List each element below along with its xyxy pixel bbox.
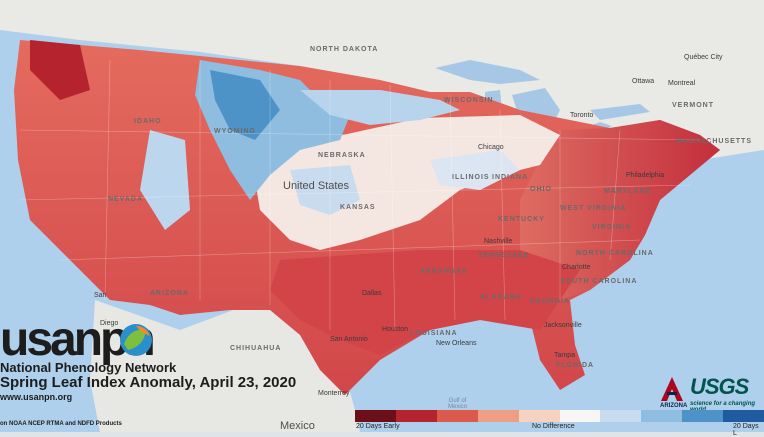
label-idaho: IDAHO (134, 118, 162, 125)
label-san-antonio: San Antonio (330, 336, 368, 343)
label-alabama: ALABAMA (480, 294, 523, 301)
legend-swatch (682, 410, 724, 422)
legend-swatch (436, 410, 478, 422)
montana-late (210, 70, 280, 140)
label-nevada: NEVADA (108, 196, 144, 203)
label-philadelphia: Philadelphia (626, 172, 665, 179)
arizona-logo-icon (661, 377, 683, 401)
website-link[interactable]: www.usanpn.org (0, 392, 73, 402)
label-toronto: Toronto (570, 112, 594, 119)
central-neutral (250, 115, 560, 250)
legend-swatch (723, 410, 764, 422)
legend-label-late: 20 Days L (733, 423, 759, 437)
label-tennessee: TENNESSEE (478, 252, 530, 259)
label-kansas: KANSAS (340, 204, 376, 211)
label-mexico: Mexico (280, 420, 315, 432)
label-houston: Houston (382, 326, 409, 333)
south-anomaly (270, 250, 580, 355)
mexico-land (90, 300, 360, 432)
legend-swatch (641, 410, 683, 422)
label-nashville: Nashville (484, 238, 513, 245)
label-nebraska: NEBRASKA (318, 152, 366, 159)
legend-swatch (355, 410, 396, 422)
map-title: Spring Leaf Index Anomaly, April 23, 202… (0, 374, 297, 391)
label-san: San (94, 292, 107, 299)
label-gulf: Gulf of Mexico (448, 398, 468, 410)
legend-swatch (559, 410, 601, 422)
label-ohio: OHIO (530, 186, 552, 193)
canada-land (0, 0, 764, 160)
label-montreal: Montreal (668, 80, 696, 87)
label-kentucky: KENTUCKY (498, 216, 545, 223)
label-new-orleans: New Orleans (436, 340, 477, 347)
northwest-coast-early (30, 40, 90, 100)
lake-superior (435, 60, 540, 84)
label-north-carolina: NORTH CAROLINA (576, 250, 654, 257)
north-central-late (300, 90, 460, 125)
label-north-dakota: NORTH DAKOTA (310, 46, 379, 53)
legend-label-early: 20 Days Early (356, 423, 400, 430)
label-chihuahua: CHIHUAHUA (230, 345, 282, 352)
usgs-logo: USGS (690, 374, 749, 399)
midwest-neutral (430, 150, 520, 190)
label-wisconsin: WISCONSIN (444, 97, 494, 104)
label-chicago: Chicago (478, 144, 504, 151)
label-dallas: Dallas (362, 290, 382, 297)
label-ottawa: Ottawa (632, 78, 655, 85)
arizona-label: ARIZONA (660, 403, 688, 409)
label-san-diego: Diego (100, 320, 119, 327)
data-source: on NOAA NCEP RTMA and NDFD Products (0, 421, 122, 427)
label-indiana: INDIANA (492, 174, 529, 181)
state-borders (19, 59, 701, 331)
legend-swatch (600, 410, 642, 422)
label-tampa: Tampa (554, 352, 576, 359)
label-south-carolina: SOUTH CAROLINA (560, 278, 638, 285)
legend-swatch (395, 410, 437, 422)
east-anomaly (520, 120, 720, 300)
label-florida: FLORIDA (556, 362, 595, 369)
label-monterrey: Monterrey (318, 390, 350, 397)
label-illinois: ILLINOIS (452, 174, 490, 181)
legend-swatch (518, 410, 560, 422)
nevada-late (140, 130, 190, 230)
label-vermont: VERMONT (672, 102, 714, 109)
label-wyoming: WYOMING (214, 128, 256, 135)
label-virginia: VIRGINIA (592, 224, 632, 231)
plains-late (290, 165, 360, 215)
legend-swatch (477, 410, 519, 422)
label-arizona: ARIZONA (150, 290, 189, 297)
label-arkansas: ARKANSAS (420, 268, 468, 275)
label-united-states: United States (283, 180, 350, 192)
label-massachusetts: MASSACHUSETTS (676, 138, 753, 145)
legend-colorbar (355, 410, 764, 422)
label-louisiana: LOUISIANA (410, 330, 458, 337)
label-maryland: MARYLAND (604, 188, 652, 195)
npn-leaf-icon (120, 324, 152, 356)
label-jacksonville: Jacksonville (544, 322, 582, 329)
label-georgia: GEORGIA (530, 298, 571, 305)
label-charlotte: Charlotte (562, 264, 591, 271)
legend-label-center: No Difference (532, 423, 575, 430)
label-quebec: Québec City (684, 54, 723, 61)
organization-name: National Phenology Network (0, 360, 177, 375)
label-west-virginia: WEST VIRGINIA (560, 205, 627, 212)
lake-ontario (590, 104, 650, 120)
